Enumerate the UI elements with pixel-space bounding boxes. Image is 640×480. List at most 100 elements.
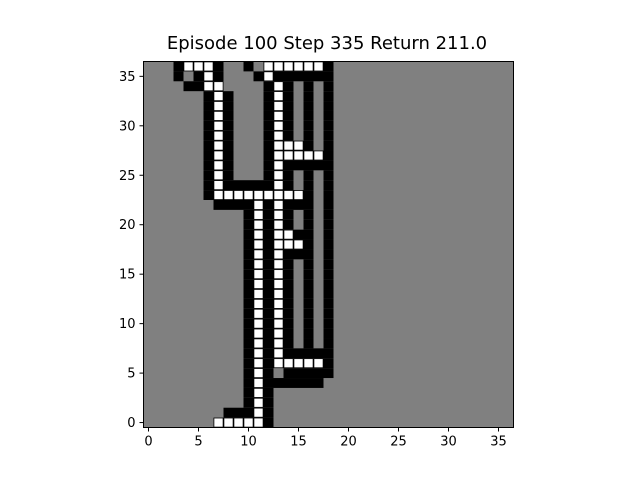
wall-cell bbox=[303, 170, 314, 181]
wall-cell bbox=[323, 120, 334, 131]
wall-cell bbox=[283, 120, 294, 131]
visited-cell bbox=[193, 61, 204, 72]
visited-cell bbox=[273, 61, 284, 72]
wall-cell bbox=[243, 180, 254, 191]
wall-cell bbox=[323, 259, 334, 270]
wall-cell bbox=[243, 378, 254, 388]
visited-cell bbox=[273, 328, 284, 339]
visited-cell bbox=[293, 239, 304, 250]
wall-cell bbox=[303, 338, 314, 349]
wall-cell bbox=[243, 328, 254, 339]
wall-cell bbox=[283, 180, 294, 191]
wall-cell bbox=[263, 180, 274, 191]
wall-cell bbox=[263, 81, 274, 92]
visited-cell bbox=[283, 190, 294, 200]
wall-cell bbox=[263, 417, 274, 428]
wall-cell bbox=[263, 397, 274, 408]
visited-cell bbox=[303, 61, 314, 72]
wall-cell bbox=[283, 378, 294, 388]
visited-cell bbox=[263, 61, 274, 72]
wall-cell bbox=[263, 338, 274, 349]
visited-cell bbox=[273, 110, 284, 121]
visited-cell bbox=[273, 269, 284, 280]
wall-cell bbox=[283, 298, 294, 309]
visited-cell bbox=[273, 150, 284, 161]
wall-cell bbox=[263, 368, 274, 379]
visited-cell bbox=[273, 229, 284, 240]
wall-cell bbox=[323, 130, 334, 141]
wall-cell bbox=[323, 229, 334, 240]
visited-cell bbox=[273, 120, 284, 131]
wall-cell bbox=[263, 170, 274, 181]
visited-cell bbox=[273, 308, 284, 319]
visited-cell bbox=[273, 91, 284, 102]
wall-cell bbox=[203, 180, 214, 191]
wall-cell bbox=[243, 308, 254, 319]
wall-cell bbox=[303, 209, 314, 220]
wall-cell bbox=[203, 160, 214, 171]
visited-cell bbox=[253, 190, 264, 200]
visited-cell bbox=[233, 417, 244, 428]
wall-cell bbox=[223, 150, 234, 161]
wall-cell bbox=[263, 199, 274, 210]
wall-cell bbox=[283, 269, 294, 280]
wall-cell bbox=[303, 348, 314, 359]
wall-cell bbox=[243, 387, 254, 398]
visited-cell bbox=[253, 249, 264, 260]
visited-cell bbox=[293, 61, 304, 72]
wall-cell bbox=[283, 81, 294, 92]
visited-cell bbox=[273, 160, 284, 171]
wall-cell bbox=[323, 150, 334, 161]
visited-cell bbox=[293, 150, 304, 161]
wall-cell bbox=[243, 358, 254, 369]
wall-cell bbox=[303, 298, 314, 309]
wall-cell bbox=[283, 199, 294, 210]
x-tick-label: 25 bbox=[390, 435, 407, 450]
wall-cell bbox=[183, 81, 194, 92]
wall-cell bbox=[203, 190, 214, 200]
wall-cell bbox=[293, 199, 304, 210]
y-axis-ticks: 0 5 10 15 20 25 30 35 bbox=[119, 70, 144, 431]
visited-cell bbox=[283, 229, 294, 240]
visited-cell bbox=[253, 298, 264, 309]
visited-cell bbox=[253, 219, 264, 230]
visited-cell bbox=[303, 150, 314, 161]
wall-cell bbox=[263, 229, 274, 240]
visited-cell bbox=[273, 190, 284, 200]
wall-cell bbox=[243, 269, 254, 280]
x-axis-ticks: 0 5 10 15 20 25 30 35 bbox=[144, 427, 507, 450]
visited-cell bbox=[253, 229, 264, 240]
wall-cell bbox=[323, 81, 334, 92]
axes-frame bbox=[143, 61, 514, 428]
wall-cell bbox=[313, 368, 324, 379]
wall-cell bbox=[263, 130, 274, 141]
visited-cell bbox=[253, 269, 264, 280]
wall-cell bbox=[243, 219, 254, 230]
y-tick-label: 35 bbox=[119, 70, 136, 85]
wall-cell bbox=[223, 170, 234, 181]
visited-cell bbox=[313, 358, 324, 369]
wall-cell bbox=[283, 348, 294, 359]
wall-cell bbox=[253, 71, 264, 82]
visited-cell bbox=[213, 190, 224, 200]
wall-cell bbox=[323, 71, 334, 82]
visited-cell bbox=[273, 81, 284, 92]
wall-cell bbox=[263, 91, 274, 102]
wall-cell bbox=[243, 338, 254, 349]
y-tick-label: 15 bbox=[119, 268, 136, 283]
wall-cell bbox=[283, 289, 294, 299]
wall-cell bbox=[263, 279, 274, 290]
wall-cell bbox=[283, 130, 294, 141]
visited-cell bbox=[273, 130, 284, 141]
wall-cell bbox=[323, 289, 334, 299]
visited-cell bbox=[243, 417, 254, 428]
visited-cell bbox=[263, 71, 274, 82]
wall-cell bbox=[303, 180, 314, 191]
wall-cell bbox=[283, 91, 294, 102]
wall-cell bbox=[223, 199, 234, 210]
wall-cell bbox=[173, 61, 184, 72]
wall-cell bbox=[293, 249, 304, 260]
visited-cell bbox=[273, 358, 284, 369]
wall-cell bbox=[323, 190, 334, 200]
visited-cell bbox=[253, 308, 264, 319]
